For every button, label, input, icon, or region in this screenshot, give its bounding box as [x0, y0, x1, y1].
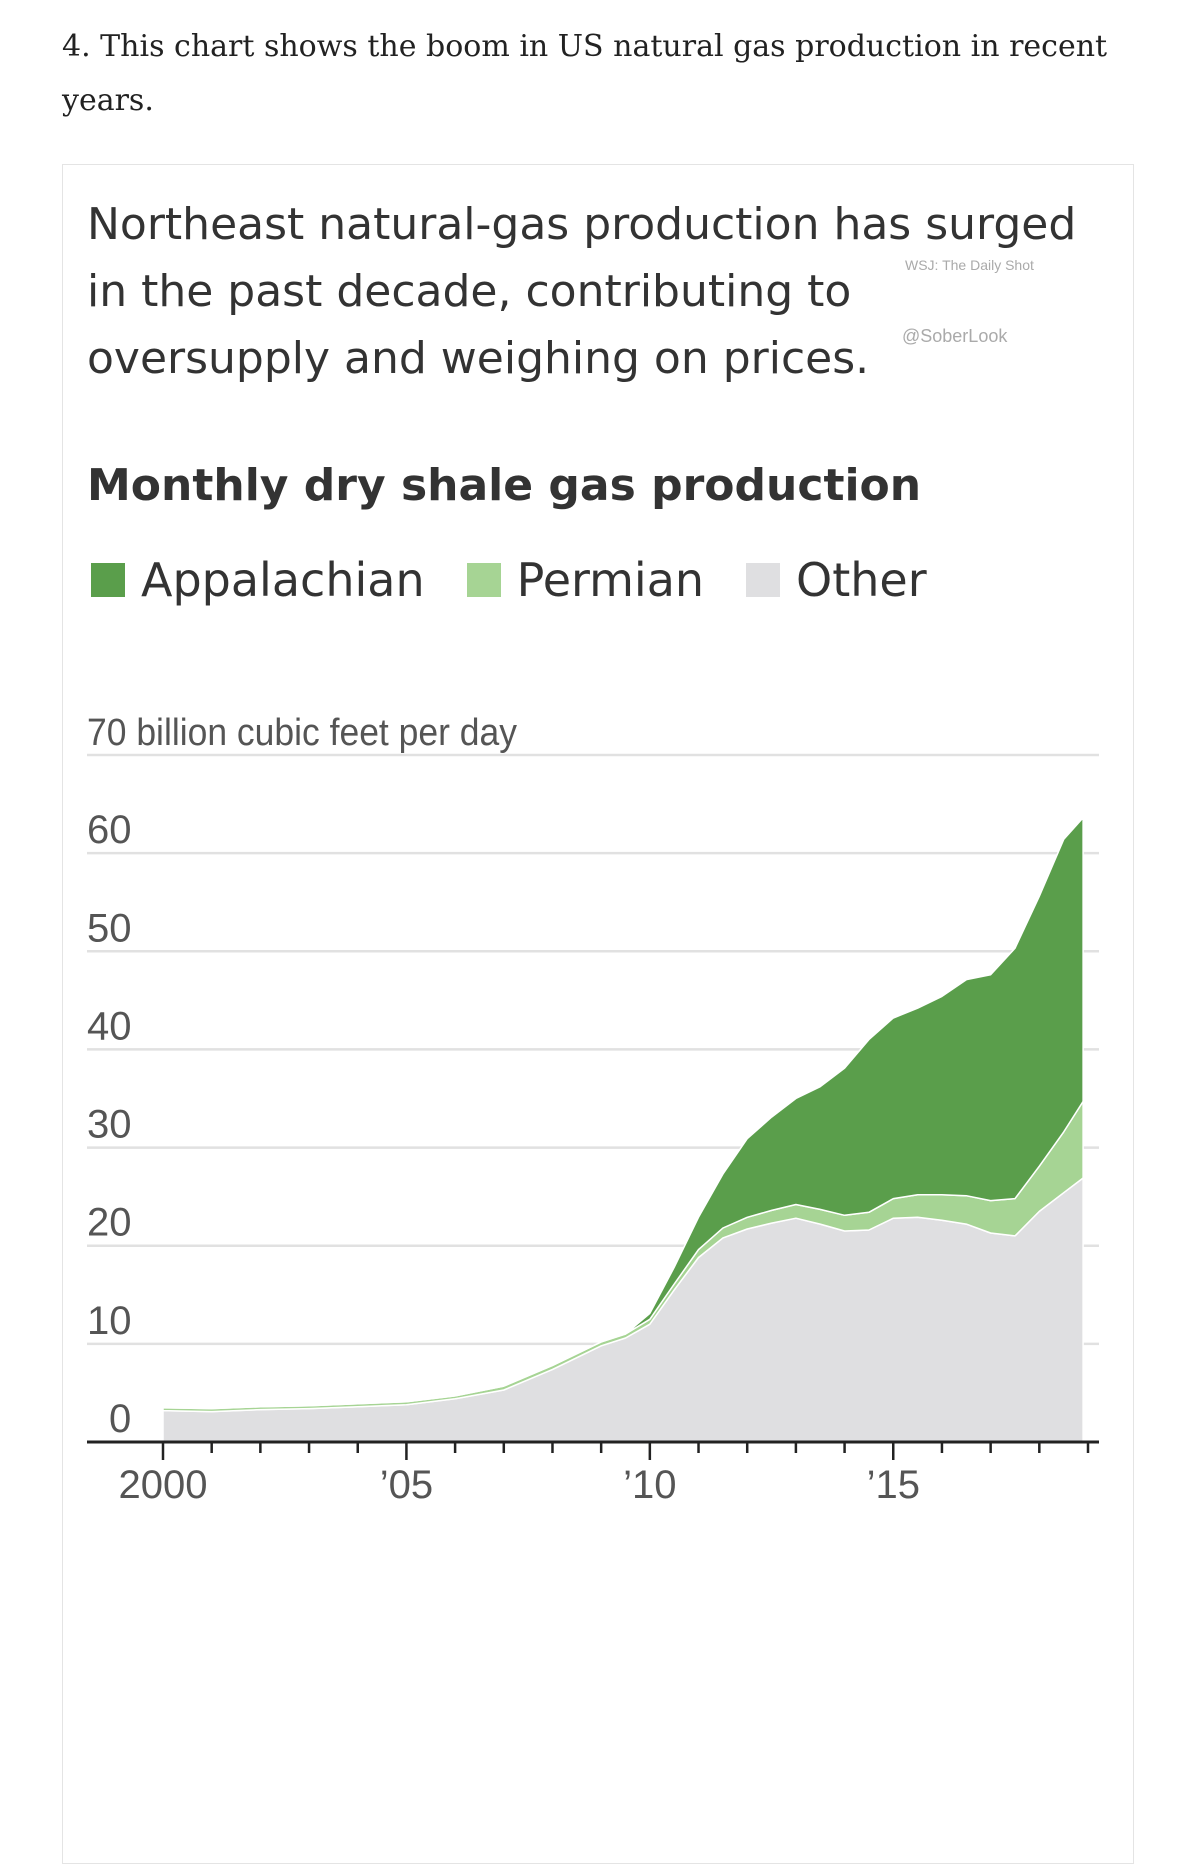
y-axis-label: 70 billion cubic feet per day: [87, 712, 517, 754]
x-tick-label-2000: 2000: [119, 1463, 208, 1507]
legend-label-permian: Permian: [516, 553, 705, 607]
legend-label-appalachian: Appalachian: [141, 553, 425, 607]
area-appalachian: [162, 817, 1084, 1410]
x-axis: [87, 1440, 1099, 1460]
legend-label-other: Other: [796, 553, 927, 607]
legend-item-other: Other: [746, 553, 927, 607]
y-tick-label-50: 50: [87, 906, 132, 950]
chart-card: Northeast natural-gas production has sur…: [62, 164, 1134, 1864]
author-handle: @SoberLook: [902, 326, 1008, 346]
x-tick-label-2010: ’10: [623, 1463, 676, 1507]
axis-labels: 60 50 40 30 20 10 0 70 billion cubic feet per d…: [87, 712, 920, 1507]
legend-item-permian: Permian: [466, 553, 705, 607]
intro-paragraph: 4. This chart shows the boom in US natur…: [62, 29, 1108, 118]
y-tick-label-60: 60: [87, 808, 132, 852]
legend-item-appalachian: Appalachian: [91, 553, 425, 607]
y-tick-label-40: 40: [87, 1004, 132, 1048]
series-areas: [162, 817, 1084, 1443]
y-tick-label-10: 10: [87, 1299, 132, 1343]
y-tick-label-30: 30: [87, 1103, 132, 1147]
legend-swatch-other: [746, 563, 781, 597]
chart-legend: Appalachian Permian Other: [91, 553, 969, 607]
stacked-area-chart: 60 50 40 30 20 10 0 70 billion cubic feet per d…: [87, 712, 1099, 1507]
legend-swatch-permian: [466, 563, 501, 597]
x-tick-label-2015: ’15: [867, 1463, 920, 1507]
chart-headline: Northeast natural-gas production has sur…: [87, 199, 1077, 384]
y-tick-label-20: 20: [87, 1201, 132, 1245]
source-credit: WSJ: The Daily Shot: [905, 257, 1034, 273]
x-tick-label-2005: ’05: [380, 1463, 433, 1507]
chart-title: Monthly dry shale gas production: [87, 460, 922, 511]
y-tick-label-0: 0: [109, 1397, 131, 1441]
legend-swatch-appalachian: [91, 563, 125, 597]
